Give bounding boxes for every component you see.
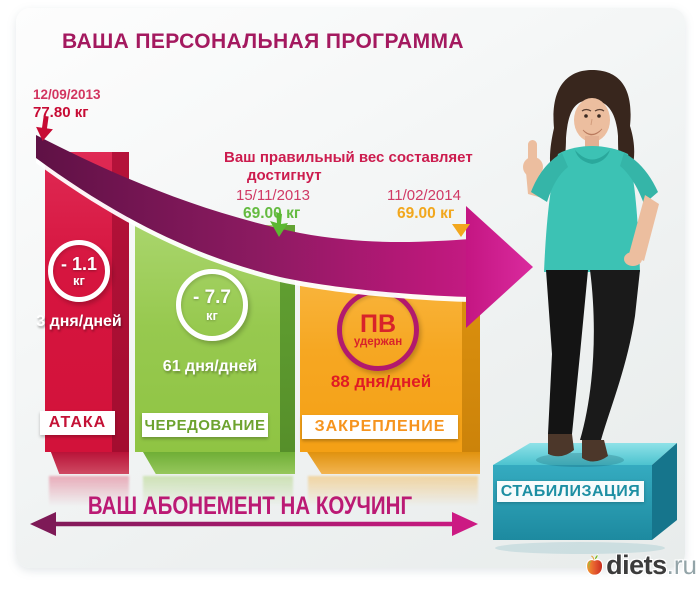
woman-left-sleeve (531, 153, 568, 202)
woman-smile (582, 128, 603, 136)
woman-thumbs-up-illustration (523, 70, 659, 467)
woman-nose (590, 118, 593, 126)
attack-loss-badge: - 1.1 кг (48, 240, 110, 302)
target-down-triangle-icon (452, 224, 470, 237)
target-weight: 69.00 кг (397, 205, 455, 222)
attack-label-text: АТАКА (48, 414, 107, 431)
alternation-loss-value: - 7.7 (192, 287, 232, 308)
reached-date: 15/11/2013 (236, 187, 310, 204)
alternation-label: ЧЕРЕДОВАНИЕ (142, 413, 268, 437)
target-date: 11/02/2014 (387, 187, 461, 204)
alternation-bar-side (280, 225, 295, 452)
stabilization-label-text: СТАБИЛИЗАЦИЯ (500, 482, 641, 500)
start-down-arrow-icon (36, 116, 53, 141)
phase-bar-consolidation: ПВ удержан 88 дня/дней ЗАКРЕПЛЕНИЕ (300, 268, 480, 506)
diets-ru-logo[interactable]: diets .ru (585, 543, 697, 587)
coaching-arrow-right-head (452, 512, 478, 536)
phase-bar-attack: - 1.1 кг 3 дня/дней АТАКА (36, 152, 129, 506)
logo-tld: .ru (666, 549, 697, 580)
attack-bar-face (45, 152, 112, 452)
coaching-arrow-left-head (30, 512, 56, 536)
consolidation-days: 88 дня/дней (330, 372, 432, 391)
coaching-range-arrow (30, 512, 478, 536)
page-title: ВАША ПЕРСОНАЛЬНАЯ ПРОГРАММА (62, 30, 464, 53)
pv-badge-subtext: удержан (353, 336, 403, 348)
woman-hair (549, 70, 635, 184)
woman-right-forearm (629, 195, 659, 261)
alternation-loss-unit: кг (206, 308, 218, 323)
attack-label: АТАКА (40, 411, 115, 435)
woman-shoe (582, 440, 608, 462)
attack-bar-reflection (49, 476, 129, 506)
woman-cowl-neck (575, 150, 610, 164)
woman-eyebrow (581, 108, 592, 112)
attack-bar-side (112, 152, 129, 452)
woman-shadow (536, 453, 624, 467)
attack-loss-value: - 1.1 (60, 254, 98, 274)
consolidation-pv-badge: ПВ удержан (337, 289, 419, 371)
coaching-subscription-label: ВАШ АБОНЕМЕНТ НА КОУЧИНГ (87, 492, 413, 520)
logo-name: diets (606, 550, 667, 580)
apple-stem (591, 555, 595, 560)
woman-shoe (548, 434, 574, 457)
woman-leg-front (580, 270, 640, 440)
box-front-face (493, 465, 652, 540)
pv-badge-text: ПВ (359, 310, 397, 338)
apple-icon (586, 553, 604, 576)
apple-body (586, 559, 604, 576)
woman-fist (523, 157, 543, 177)
woman-eyebrow (594, 108, 605, 112)
apple-green-side (588, 560, 592, 570)
consolidation-bar-side (462, 268, 480, 452)
attack-days: 3 дня/дней (36, 313, 122, 330)
start-date: 12/09/2013 (33, 87, 101, 102)
woman-right-sleeve (620, 153, 658, 204)
alternation-loss-badge: - 7.7 кг (176, 269, 248, 341)
apple-leaf (594, 553, 599, 561)
attack-bar-bottom (50, 452, 129, 474)
box-right-face (652, 443, 677, 540)
consolidation-label-text: ЗАКРЕПЛЕНИЕ (314, 418, 446, 435)
woman-eye (597, 114, 601, 118)
alternation-bar-reflection (143, 476, 293, 506)
alternation-label-text: ЧЕРЕДОВАНИЕ (144, 416, 266, 434)
woman-leg-back (546, 270, 588, 434)
woman-top (544, 146, 640, 272)
box-reflection (495, 542, 665, 554)
attack-loss-unit: кг (73, 273, 85, 288)
consolidation-bar-reflection (308, 476, 478, 506)
goal-text-line1: Ваш правильный вес составляет (224, 149, 473, 166)
goal-text-line2: достигнут (247, 167, 322, 184)
consolidation-bar-bottom (307, 452, 480, 474)
alternation-days: 61 дня/дней (162, 358, 258, 375)
phase-bar-alternation: - 7.7 кг 61 дня/дней ЧЕРЕДОВАНИЕ (135, 225, 295, 506)
stabilization-label: СТАБИЛИЗАЦИЯ (497, 481, 644, 502)
consolidation-label: ЗАКРЕПЛЕНИЕ (302, 415, 458, 439)
woman-hand-on-hip (624, 252, 642, 266)
alternation-bar-bottom (143, 452, 295, 474)
woman-eye (584, 114, 588, 118)
reached-down-arrow-icon (270, 212, 288, 237)
